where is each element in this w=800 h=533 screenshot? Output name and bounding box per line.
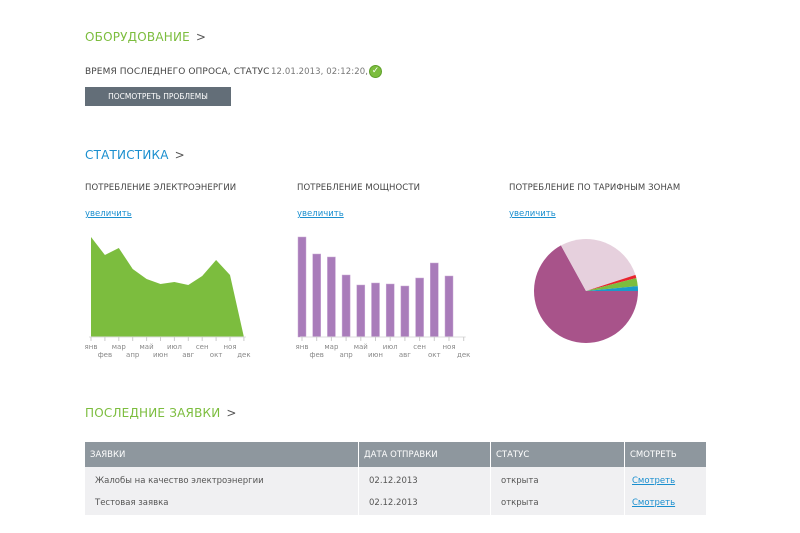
x-tick-label: мар [112, 343, 127, 351]
statistics-title: СТАТИСТИКА [85, 148, 169, 162]
x-tick-label: сен [196, 343, 209, 351]
x-tick-label: дек [237, 351, 250, 359]
x-tick-label: фев [309, 351, 323, 359]
bar [297, 236, 307, 338]
poll-label: ВРЕМЯ ПОСЛЕДНЕГО ОПРОСА, СТАТУС [85, 67, 270, 77]
column-header-requests: ЗАЯВКИ [85, 442, 358, 467]
bar [430, 262, 439, 338]
area-series [91, 237, 244, 337]
request-name: Жалобы на качество электроэнергии [85, 467, 358, 491]
x-tick-label: сен [413, 343, 426, 351]
x-tick-label: май [354, 343, 368, 351]
statistics-section-link[interactable]: СТАТИСТИКА > [85, 148, 185, 162]
x-tick-label: ноя [223, 343, 236, 351]
bar [400, 285, 410, 338]
request-status: открыта [491, 467, 624, 491]
poll-value: 12.01.2013, 02:12:20, [271, 67, 369, 77]
x-tick-label: янв [296, 343, 309, 351]
x-tick-label: окт [210, 351, 223, 359]
x-tick-label: июл [167, 343, 182, 351]
x-tick-label: май [140, 343, 154, 351]
table-row: Жалобы на качество электроэнергии 02.12.… [85, 467, 706, 491]
column-header-status: СТАТУС [491, 442, 624, 467]
x-tick-label: июл [383, 343, 398, 351]
x-tick-label: окт [428, 351, 441, 359]
bar [356, 284, 366, 338]
x-tick-label: дек [457, 351, 470, 359]
chevron-right-icon: > [226, 406, 237, 420]
bar [385, 283, 395, 338]
column-header-view: СМОТРЕТЬ [625, 442, 706, 467]
x-tick-label: мар [324, 343, 339, 351]
x-tick-label: июн [153, 351, 168, 359]
chevron-right-icon: > [174, 148, 185, 162]
request-name: Тестовая заявка [85, 491, 358, 515]
column-header-date: ДАТА ОТПРАВКИ [359, 442, 490, 467]
request-date: 02.12.2013 [359, 491, 490, 515]
bar [444, 275, 454, 338]
view-request-link[interactable]: Смотреть [632, 476, 676, 486]
view-problems-button[interactable]: ПОСМОТРЕТЬ ПРОБЛЕМЫ [85, 87, 231, 106]
chart-title-power: ПОТРЕБЛЕНИЕ МОЩНОСТИ [297, 183, 421, 193]
equipment-section-link[interactable]: ОБОРУДОВАНИЕ > [85, 30, 206, 44]
pie-slice [586, 278, 638, 291]
x-tick-label: авг [399, 351, 411, 359]
chart-title-energy: ПОТРЕБЛЕНИЕ ЭЛЕКТРОЭНЕРГИИ [85, 183, 237, 193]
chart-title-tariff: ПОТРЕБЛЕНИЕ ПО ТАРИФНЫМ ЗОНАМ [509, 183, 681, 193]
bar [327, 256, 336, 338]
zoom-tariff-link[interactable]: увеличить [509, 209, 556, 219]
requests-table: ЗАЯВКИ ДАТА ОТПРАВКИ СТАТУС СМОТРЕТЬ Жал… [84, 442, 707, 515]
requests-title: ПОСЛЕДНИЕ ЗАЯВКИ [85, 406, 221, 420]
bar [312, 253, 321, 338]
requests-section-link[interactable]: ПОСЛЕДНИЕ ЗАЯВКИ > [85, 406, 237, 420]
pie-slice [560, 239, 636, 291]
zoom-energy-link[interactable]: увеличить [85, 209, 132, 219]
request-status: открыта [491, 491, 624, 515]
x-tick-label: авг [182, 351, 194, 359]
x-tick-label: янв [85, 343, 98, 351]
tariff-pie-chart [534, 239, 638, 343]
x-tick-label: апр [126, 351, 140, 359]
x-tick-label: июн [368, 351, 383, 359]
pie-slice [586, 286, 638, 291]
bar [371, 282, 380, 338]
chevron-right-icon: > [195, 30, 207, 44]
request-date: 02.12.2013 [359, 467, 490, 491]
pie-slice [586, 274, 637, 291]
x-tick-label: ноя [442, 343, 455, 351]
equipment-title: ОБОРУДОВАНИЕ [85, 30, 190, 44]
view-request-link[interactable]: Смотреть [632, 498, 676, 508]
check-circle-icon: ✓ [369, 65, 382, 78]
zoom-power-link[interactable]: увеличить [297, 209, 344, 219]
x-tick-label: апр [339, 351, 353, 359]
x-tick-label: фев [98, 351, 112, 359]
bar [341, 274, 351, 338]
table-row: Тестовая заявка 02.12.2013 открыта Смотр… [85, 491, 706, 515]
bar [415, 277, 424, 338]
pie-slice [534, 245, 638, 343]
